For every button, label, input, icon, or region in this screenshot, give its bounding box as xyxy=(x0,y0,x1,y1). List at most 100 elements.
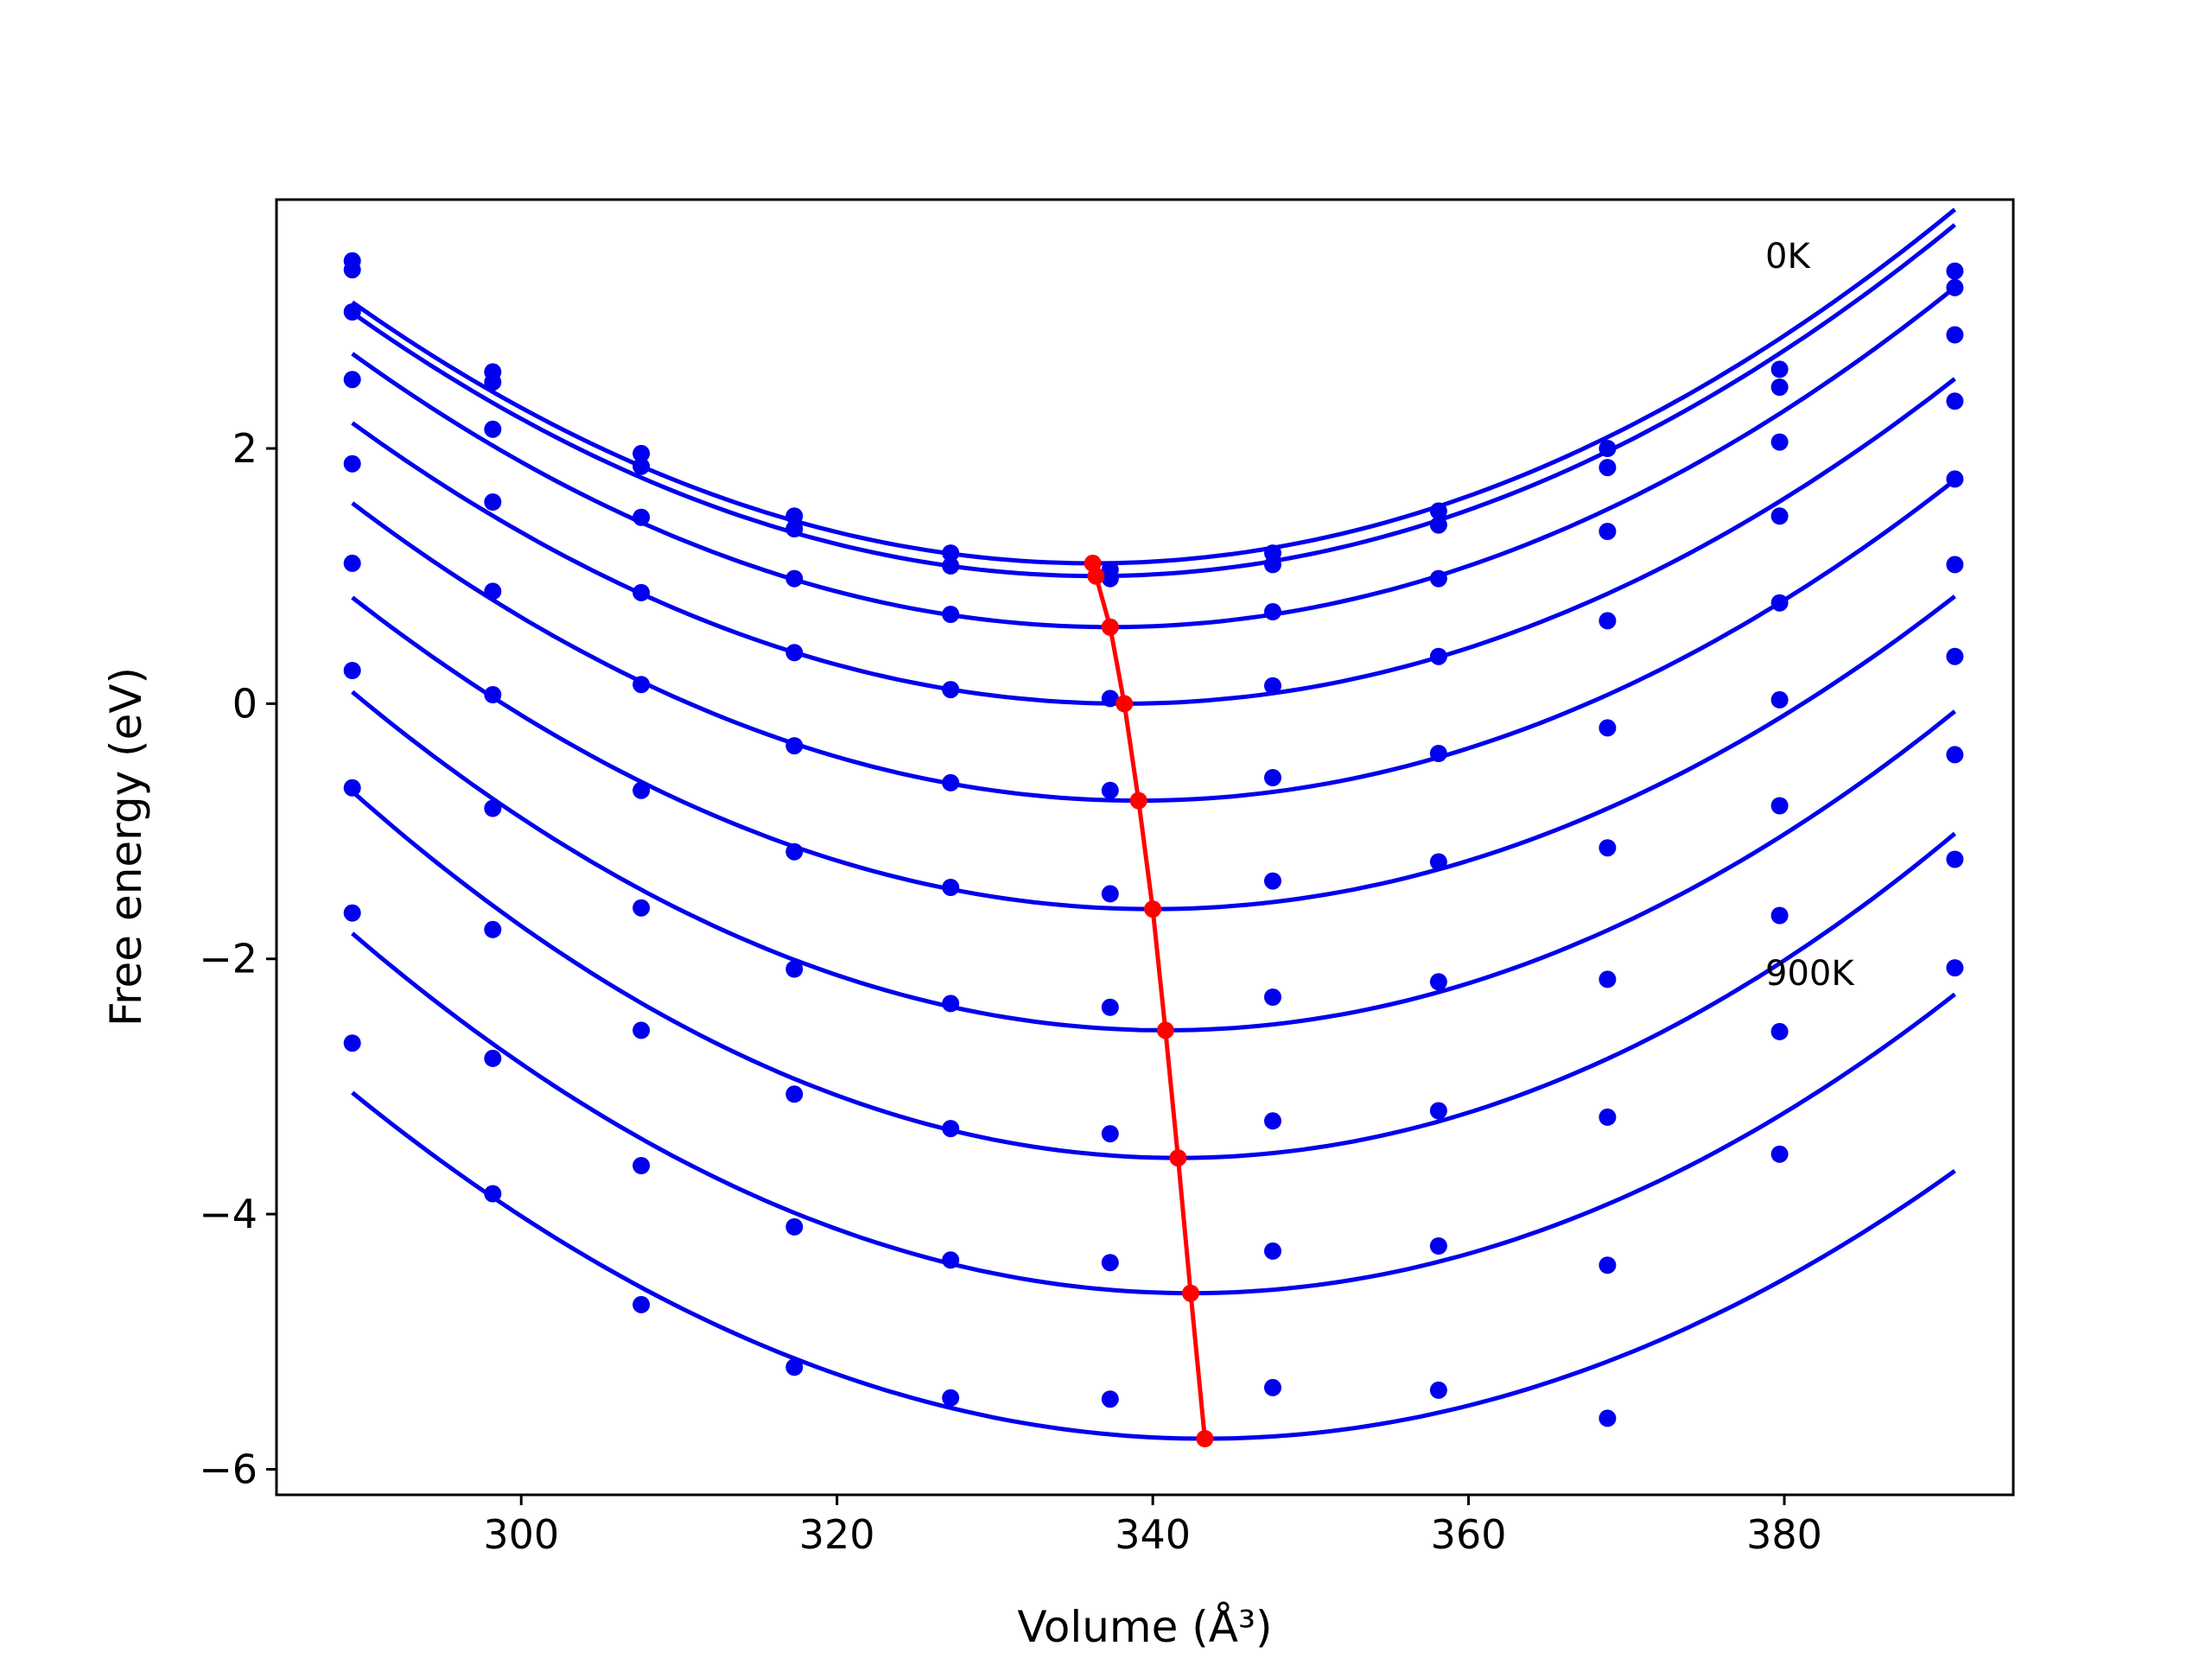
y-tick-label: −2 xyxy=(199,936,257,982)
data-point-s7-6 xyxy=(1101,998,1119,1016)
data-point-s10-10 xyxy=(1770,1145,1789,1163)
data-point-s10-6 xyxy=(1101,1390,1119,1408)
data-point-s2-7 xyxy=(1264,556,1281,574)
data-point-s1-8 xyxy=(1429,502,1447,520)
data-point-s2-4 xyxy=(785,520,804,537)
data-point-s9-5 xyxy=(942,1251,960,1269)
data-point-s2-11 xyxy=(1946,278,1964,296)
data-point-s6-4 xyxy=(785,842,804,861)
data-point-s5-1 xyxy=(343,454,361,473)
data-point-s4-11 xyxy=(1946,392,1964,410)
x-tick-label: 380 xyxy=(1746,1511,1822,1558)
data-point-s4-8 xyxy=(1429,647,1447,665)
data-point-s5-9 xyxy=(1599,719,1617,737)
data-point-s10-8 xyxy=(1429,1381,1447,1399)
data-point-s6-8 xyxy=(1429,853,1447,871)
data-point-s6-6 xyxy=(1101,885,1119,903)
data-point-s9-11 xyxy=(1946,850,1964,868)
data-point-s7-4 xyxy=(785,960,804,978)
data-point-s3-11 xyxy=(1946,326,1964,344)
data-point-s2-8 xyxy=(1429,516,1447,534)
minimum-point-10 xyxy=(1196,1430,1214,1447)
x-axis-title: Volume (Å³) xyxy=(1017,1602,1272,1652)
data-point-s4-5 xyxy=(942,681,960,699)
fit-curve-7 xyxy=(351,690,1956,1033)
data-point-s4-9 xyxy=(1599,612,1617,630)
data-point-s10-3 xyxy=(632,1295,651,1313)
data-point-s6-9 xyxy=(1599,839,1617,857)
data-point-s7-2 xyxy=(484,799,502,817)
x-tick-label: 340 xyxy=(1115,1511,1191,1558)
y-tick-label: −6 xyxy=(199,1446,257,1492)
data-point-s9-3 xyxy=(632,1157,651,1174)
minimum-point-9 xyxy=(1182,1284,1199,1302)
x-tick-label: 360 xyxy=(1431,1511,1507,1558)
data-point-s8-3 xyxy=(632,1021,651,1039)
data-point-s1-3 xyxy=(632,444,651,462)
data-point-s4-7 xyxy=(1264,677,1281,695)
data-point-s5-8 xyxy=(1429,745,1447,762)
data-point-s7-9 xyxy=(1599,970,1617,988)
data-point-s6-1 xyxy=(343,554,361,572)
data-point-s8-6 xyxy=(1101,1125,1119,1143)
data-point-s7-8 xyxy=(1429,973,1447,991)
fit-curve-10 xyxy=(351,1090,1956,1441)
data-point-s9-6 xyxy=(1101,1254,1119,1272)
data-point-s7-7 xyxy=(1264,988,1281,1006)
y-axis-ticks: 2 0 −2 −4 −6 xyxy=(199,425,276,1492)
data-point-s10-11 xyxy=(1946,959,1964,977)
data-point-s3-10 xyxy=(1770,433,1789,451)
axes-frame xyxy=(275,198,2015,1497)
data-point-s5-11 xyxy=(1946,470,1964,488)
annotation-0k: 0K xyxy=(1765,237,1811,276)
data-point-s10-9 xyxy=(1599,1409,1617,1427)
data-point-s7-1 xyxy=(343,662,361,679)
data-point-s2-5 xyxy=(942,556,960,575)
fit-curve-5 xyxy=(351,478,1956,804)
minimum-point-6 xyxy=(1144,900,1162,918)
minimum-line xyxy=(1090,563,1207,1440)
data-point-s2-3 xyxy=(632,457,651,475)
data-point-s8-9 xyxy=(1599,1108,1617,1126)
y-tick-label: 0 xyxy=(232,680,257,727)
fit-curve-1 xyxy=(351,207,1956,566)
data-point-s3-1 xyxy=(343,303,361,321)
data-point-s9-9 xyxy=(1599,1256,1617,1274)
data-point-s6-2 xyxy=(484,686,502,703)
data-point-s1-5 xyxy=(942,544,960,563)
data-point-s3-9 xyxy=(1599,523,1617,540)
data-point-s10-7 xyxy=(1264,1378,1281,1396)
data-point-s4-1 xyxy=(343,371,361,389)
data-point-s3-8 xyxy=(1429,569,1447,588)
fit-curve-3 xyxy=(351,285,1956,630)
data-point-s6-11 xyxy=(1946,556,1964,574)
data-points xyxy=(343,251,1964,1427)
minimum-point-3 xyxy=(1101,618,1119,636)
y-tick-label: −4 xyxy=(199,1191,257,1237)
data-point-s5-10 xyxy=(1770,594,1789,612)
data-point-s3-7 xyxy=(1264,603,1281,620)
data-point-s6-3 xyxy=(632,781,651,799)
data-point-s2-10 xyxy=(1770,378,1789,397)
data-point-s5-5 xyxy=(942,773,960,791)
data-point-s4-6 xyxy=(1101,690,1119,708)
y-tick-label: 2 xyxy=(232,425,257,472)
data-point-s8-1 xyxy=(343,779,361,797)
fit-curve-8 xyxy=(351,790,1956,1160)
data-point-s10-4 xyxy=(785,1358,804,1376)
data-point-s8-2 xyxy=(484,920,502,938)
data-point-s1-4 xyxy=(785,507,804,525)
x-axis-title-text: Volume xyxy=(1017,1602,1178,1652)
minimum-point-7 xyxy=(1156,1021,1174,1039)
x-axis-ticks: 300 320 340 360 380 xyxy=(483,1495,1822,1558)
data-point-s9-2 xyxy=(484,1049,502,1067)
data-point-s4-4 xyxy=(785,644,804,662)
data-point-s3-3 xyxy=(632,508,651,526)
minimum-point-4 xyxy=(1116,695,1134,713)
minimum-curve xyxy=(1084,554,1214,1447)
data-point-s5-2 xyxy=(484,582,502,601)
annotation-900k: 900K xyxy=(1765,954,1855,994)
data-point-s7-11 xyxy=(1946,647,1964,665)
